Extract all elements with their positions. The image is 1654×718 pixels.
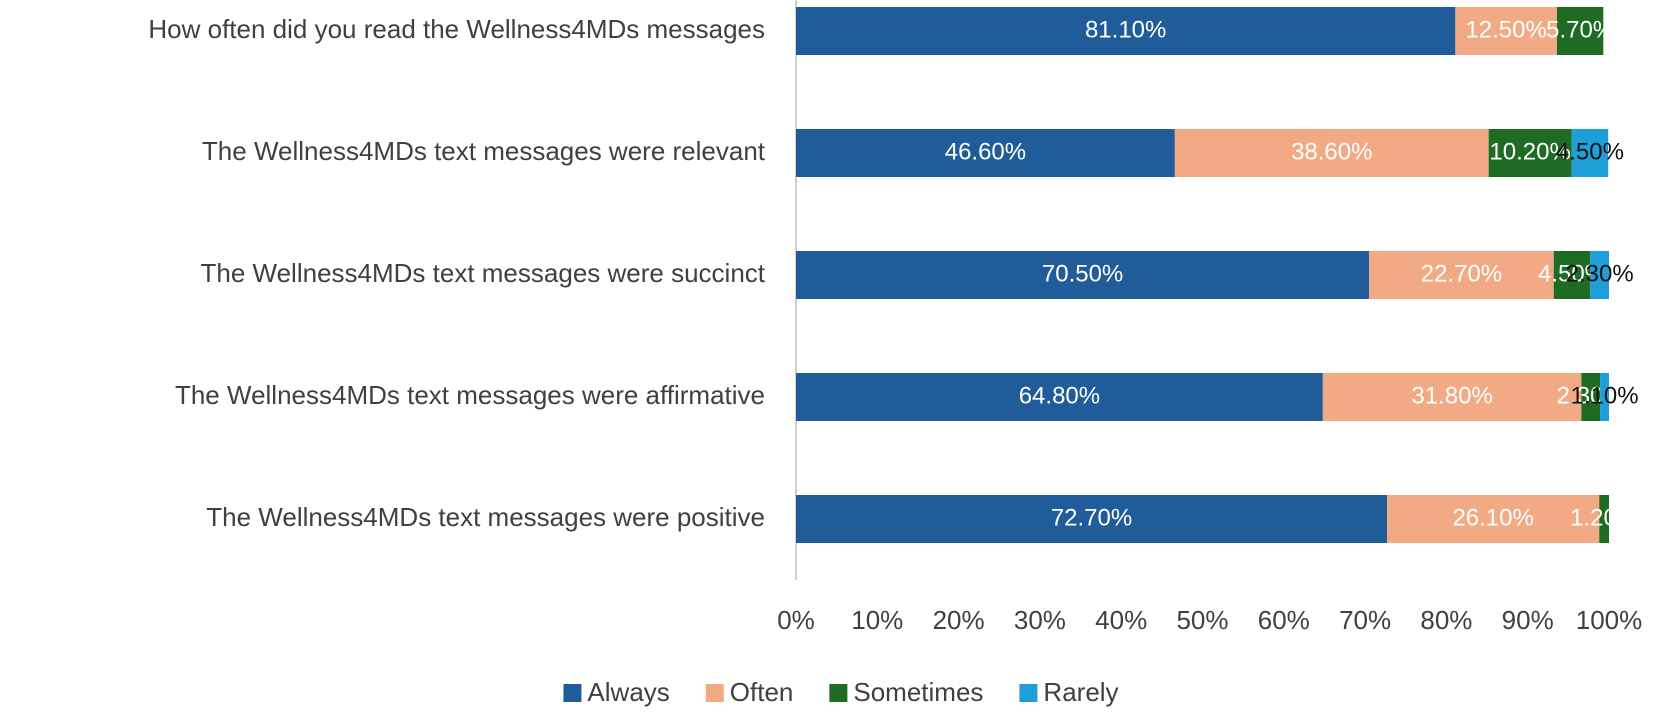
legend-label: Often bbox=[730, 677, 794, 707]
x-tick-label: 70% bbox=[1339, 605, 1391, 635]
bar-segment bbox=[1322, 373, 1582, 421]
bar-segment bbox=[1599, 495, 1609, 543]
x-tick-label: 30% bbox=[1014, 605, 1066, 635]
bar-segment bbox=[1600, 373, 1609, 421]
category-label: How often did you read the Wellness4MDs … bbox=[148, 14, 765, 44]
x-tick-label: 80% bbox=[1420, 605, 1472, 635]
value-label: 26.10% bbox=[1452, 504, 1533, 531]
bar-segment bbox=[796, 251, 1370, 299]
value-label: 70.50% bbox=[1042, 260, 1123, 287]
legend-label: Always bbox=[587, 677, 669, 707]
legend-swatch bbox=[1019, 684, 1038, 702]
x-tick-label: 50% bbox=[1176, 605, 1228, 635]
x-tick-label: 20% bbox=[933, 605, 985, 635]
value-label: 1.10% bbox=[1570, 382, 1638, 409]
value-label: 72.70% bbox=[1051, 504, 1132, 531]
bar-segment bbox=[1556, 7, 1604, 55]
value-label: 10.20% bbox=[1489, 138, 1570, 165]
x-tick-label: 0% bbox=[777, 605, 815, 635]
x-tick-label: 10% bbox=[851, 605, 903, 635]
x-tick-label: 100% bbox=[1576, 605, 1643, 635]
value-label: 81.10% bbox=[1085, 16, 1166, 43]
bar-segment bbox=[796, 373, 1323, 421]
bar-segment bbox=[1581, 373, 1601, 421]
bar-segment bbox=[796, 129, 1175, 177]
value-label: 38.60% bbox=[1291, 138, 1372, 165]
category-label: The Wellness4MDs text messages were rele… bbox=[202, 136, 766, 166]
legend-label: Rarely bbox=[1043, 677, 1118, 707]
legend-swatch bbox=[563, 684, 582, 702]
category-label: The Wellness4MDs text messages were affi… bbox=[175, 380, 765, 410]
value-label: 31.80% bbox=[1411, 382, 1492, 409]
x-tick-label: 60% bbox=[1258, 605, 1310, 635]
bar-segment bbox=[1590, 251, 1609, 299]
bar-segment bbox=[1553, 251, 1591, 299]
bar-segment bbox=[1369, 251, 1554, 299]
category-label: The Wellness4MDs text messages were succ… bbox=[201, 258, 766, 288]
value-label: 4.50% bbox=[1556, 138, 1624, 165]
bar-segment bbox=[1488, 129, 1572, 177]
value-label: 64.80% bbox=[1019, 382, 1100, 409]
bar-segment bbox=[1455, 7, 1557, 55]
value-label: 46.60% bbox=[945, 138, 1026, 165]
legend-label: Sometimes bbox=[853, 677, 983, 707]
x-tick-label: 40% bbox=[1095, 605, 1147, 635]
legend-swatch bbox=[705, 684, 724, 702]
category-label: The Wellness4MDs text messages were posi… bbox=[206, 502, 765, 532]
bar-segment bbox=[796, 7, 1456, 55]
value-label: 22.70% bbox=[1421, 260, 1502, 287]
legend-swatch bbox=[829, 684, 848, 702]
x-tick-label: 90% bbox=[1502, 605, 1554, 635]
value-label: 2.30% bbox=[1557, 382, 1625, 409]
bar-segment bbox=[796, 495, 1388, 543]
value-label: 5.70% bbox=[1546, 16, 1614, 43]
value-label: 2.30% bbox=[1566, 260, 1634, 287]
value-label: 1.20% bbox=[1570, 504, 1638, 531]
bar-segment bbox=[1571, 129, 1609, 177]
bar-segment bbox=[1387, 495, 1600, 543]
value-label: 12.50% bbox=[1465, 16, 1546, 43]
bar-segment bbox=[1174, 129, 1489, 177]
